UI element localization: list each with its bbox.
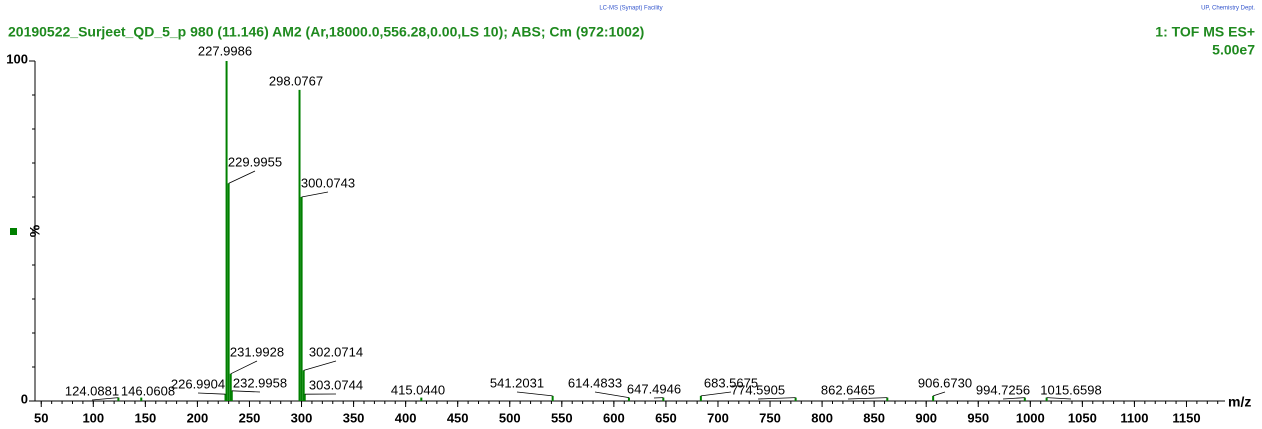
- leader-line: [757, 397, 796, 400]
- leader-line: [847, 397, 888, 400]
- peak-label: 862.6465: [821, 382, 875, 397]
- leader-line: [933, 391, 946, 397]
- leader-line: [516, 391, 553, 397]
- y-tick-label: 100: [6, 51, 28, 66]
- peak-label: 300.0743: [301, 175, 355, 190]
- leader-line: [228, 170, 256, 184]
- y-tick-label: 0: [21, 391, 28, 406]
- legend-swatch: [10, 228, 17, 235]
- x-tick-label: 300: [291, 410, 313, 425]
- peak-label: 232.9958: [233, 375, 287, 390]
- x-tick-label: 100: [82, 410, 104, 425]
- x-tick-label: 700: [707, 410, 729, 425]
- peak-label: 541.2031: [490, 375, 544, 390]
- peak-label: 614.4833: [568, 375, 622, 390]
- peak-label: 415.0440: [391, 382, 445, 397]
- x-tick-label: 850: [863, 410, 885, 425]
- leader-line: [197, 392, 226, 395]
- scan-label: 1: TOF MS ES+: [1155, 24, 1255, 40]
- leader-line: [1046, 397, 1072, 400]
- leader-line: [91, 397, 119, 401]
- x-tick-label: 1150: [1172, 410, 1200, 425]
- peak-label: 906.6730: [918, 375, 972, 390]
- peak-label: 124.0881: [65, 383, 119, 398]
- leader-line: [1002, 397, 1025, 400]
- x-tick-label: 900: [915, 410, 937, 425]
- peak-label: 226.9904: [171, 376, 225, 391]
- leader-line: [230, 360, 258, 375]
- department: UP, Chemistry Dept.: [1201, 6, 1255, 12]
- leader-line: [301, 191, 329, 198]
- x-tick-label: 550: [551, 410, 573, 425]
- x-tick-label: 250: [239, 410, 261, 425]
- intensity-label: 5.00e7: [1212, 42, 1255, 58]
- peak-label: 994.7256: [976, 382, 1030, 397]
- x-tick-label: 1050: [1068, 410, 1097, 425]
- peak-label: 231.9928: [230, 344, 284, 359]
- peak-label: 229.9955: [228, 154, 282, 169]
- peak-label: 227.9986: [198, 43, 252, 58]
- x-tick-label: 350: [343, 410, 365, 425]
- leader-line: [231, 390, 261, 393]
- x-tick-label: 1100: [1120, 410, 1148, 425]
- peak-label: 302.0714: [309, 344, 363, 359]
- peak-label: 146.0608: [121, 383, 175, 398]
- x-tick-label: 800: [811, 410, 833, 425]
- peak-label: 774.5905: [731, 382, 785, 397]
- leader-line: [700, 391, 732, 397]
- x-tick-label: 400: [395, 410, 417, 425]
- x-tick-label: 50: [34, 410, 48, 425]
- x-axis-label: m/z: [1228, 394, 1251, 410]
- peak-label: 1015.6598: [1040, 382, 1101, 397]
- peak-label: 303.0744: [309, 377, 363, 392]
- x-tick-label: 650: [655, 410, 677, 425]
- peak-label: 647.4946: [627, 381, 681, 396]
- peak-label: 683.5675: [704, 375, 758, 390]
- leader-line: [594, 391, 630, 398]
- facility: LC-MS (Synapt) Facility: [599, 6, 662, 12]
- x-tick-label: 950: [967, 410, 989, 425]
- leader-line: [303, 360, 337, 371]
- peak-label: 298.0767: [269, 73, 323, 88]
- x-tick-label: 600: [603, 410, 625, 425]
- x-tick-label: 450: [447, 410, 469, 425]
- x-tick-label: 150: [135, 410, 157, 425]
- x-tick-label: 750: [759, 410, 781, 425]
- x-tick-label: 500: [499, 410, 521, 425]
- chart-title: 20190522_Surjeet_QD_5_p 980 (11.146) AM2…: [8, 24, 644, 40]
- x-tick-label: 200: [187, 410, 209, 425]
- x-tick-label: 1000: [1016, 410, 1045, 425]
